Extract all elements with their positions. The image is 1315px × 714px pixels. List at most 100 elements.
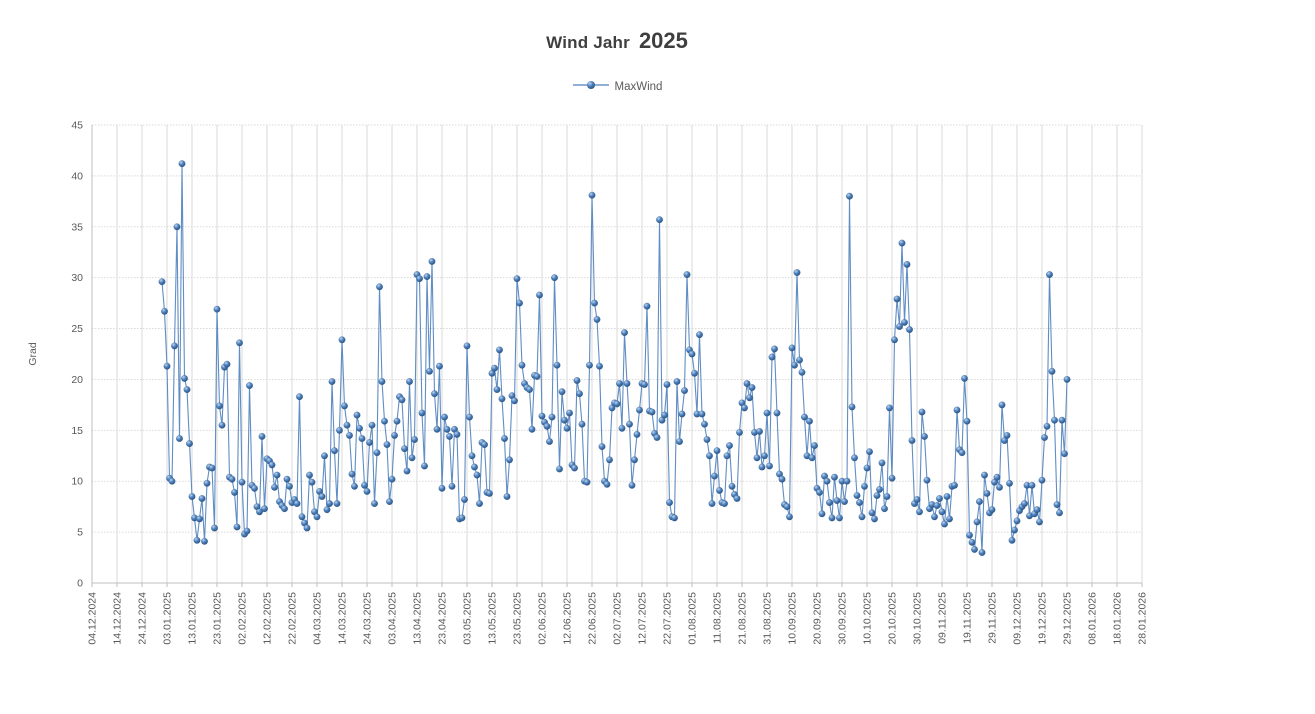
data-point [703,435,711,444]
data-point [860,482,869,490]
data-point [565,409,574,417]
data-point [768,353,776,361]
data-point [1058,416,1066,424]
data-point [673,377,681,386]
data-point [868,509,876,517]
data-point [920,432,929,440]
data-point [218,421,226,429]
data-point [628,481,636,489]
data-point [168,477,176,485]
legend-label: MaxWind [614,81,663,93]
data-point [350,482,359,490]
svg-text:12.06.2025: 12.06.2025 [562,592,574,645]
data-point [995,483,1004,491]
data-point [163,362,171,370]
data-point [1035,518,1044,526]
data-point [923,476,931,484]
data-point [835,514,844,522]
data-point [888,474,896,482]
data-point [725,442,734,450]
data-point [370,500,379,508]
svg-text:25: 25 [71,323,83,335]
data-point [788,344,796,352]
svg-text:20.10.2025: 20.10.2025 [887,592,899,645]
chart-title-text: Wind Jahr [546,33,630,52]
data-point [800,413,809,421]
data-point [830,473,839,481]
data-point [770,345,779,353]
data-point [425,367,434,375]
data-point [480,441,489,449]
data-point [1053,501,1061,509]
data-point [553,361,561,369]
data-point [325,500,334,508]
data-point [595,362,604,370]
data-point [255,508,264,516]
data-point [720,500,729,508]
chart-title: Wind Jahr 2025 [92,28,1142,54]
data-point [238,478,246,486]
data-point [880,505,889,513]
svg-text:5: 5 [77,527,83,539]
data-point [745,394,754,402]
data-point [545,437,554,446]
data-point [273,471,281,479]
data-point [210,524,219,532]
data-point [810,442,819,450]
svg-text:31.08.2025: 31.08.2025 [762,592,774,645]
data-point [623,379,631,388]
data-point [493,386,501,394]
data-point [380,417,389,425]
data-point [368,421,376,429]
data-point [700,420,709,428]
data-point [228,475,236,483]
svg-text:09.12.2025: 09.12.2025 [1012,592,1024,645]
data-point [560,416,569,424]
data-point [543,422,551,430]
data-point [208,464,216,472]
data-point [410,435,419,444]
data-point [198,494,206,503]
data-point [998,401,1006,409]
data-point [755,427,764,435]
data-point [505,456,514,464]
data-point [678,410,686,418]
svg-text:14.03.2025: 14.03.2025 [337,592,349,645]
svg-text:12.02.2025: 12.02.2025 [262,592,274,645]
data-point [615,379,624,388]
data-point [958,449,966,457]
data-point [295,393,304,401]
data-point [375,283,384,291]
data-point [503,492,511,501]
data-point [865,448,874,456]
data-point [850,454,859,462]
data-point [473,471,481,479]
data-point [760,452,769,460]
data-point [1010,526,1019,534]
data-point [765,462,774,470]
svg-text:20.09.2025: 20.09.2025 [812,592,824,645]
data-point [533,372,541,380]
data-point [573,376,581,385]
data-point [1038,476,1046,484]
data-point [1045,271,1054,279]
data-point [415,275,424,283]
data-point [333,500,341,508]
data-point [235,339,244,347]
data-point [578,420,586,428]
data-point [895,322,904,331]
data-point [445,432,454,440]
data-point [973,518,981,526]
data-point [870,515,879,523]
data-point [403,467,411,475]
data-point [1028,481,1036,489]
data-point [443,425,451,433]
data-point [805,417,814,425]
data-point [643,302,651,310]
data-point [353,411,361,419]
data-point [605,456,614,464]
data-point [968,538,976,546]
data-point [855,499,864,507]
svg-text:02.02.2025: 02.02.2025 [237,592,249,645]
svg-text:03.05.2025: 03.05.2025 [462,592,474,645]
